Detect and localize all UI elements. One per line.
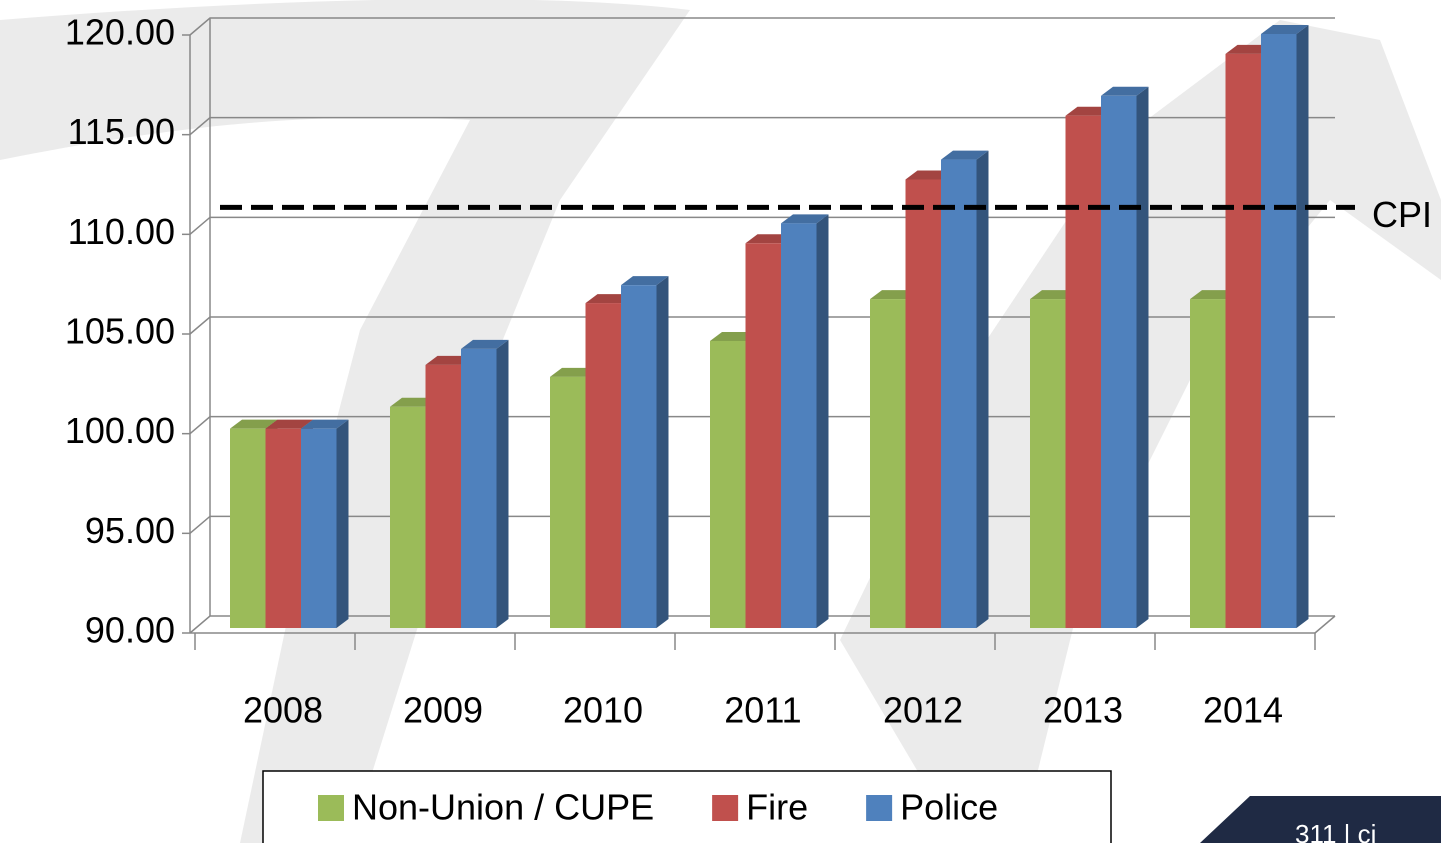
bar-side [656, 276, 669, 628]
bar [710, 340, 746, 628]
bar [425, 364, 461, 628]
y-tick-label: 105.00 [65, 311, 175, 352]
footer-text: 311 | ci [1295, 819, 1376, 843]
bar [550, 376, 586, 628]
x-tick-label: 2013 [1043, 690, 1123, 731]
x-tick-label: 2011 [724, 690, 801, 731]
bar [870, 299, 906, 628]
y-tick-label: 90.00 [85, 610, 175, 651]
bar [230, 428, 266, 628]
legend-label: Fire [746, 787, 808, 828]
bar [265, 428, 301, 628]
x-tick-label: 2008 [243, 690, 323, 731]
bar [1261, 33, 1297, 628]
y-tick-label: 115.00 [68, 111, 175, 152]
y-tick-label: 120.00 [65, 12, 175, 53]
legend-swatch [866, 795, 893, 821]
bar-side [976, 150, 989, 629]
bar [1065, 115, 1101, 629]
bar [1190, 299, 1226, 628]
bar [905, 179, 941, 628]
bar-top [621, 276, 669, 286]
reference-label: CPI [1372, 194, 1432, 235]
grid-line [189, 17, 1335, 36]
bar-top [265, 419, 313, 429]
bar [461, 348, 497, 628]
y-tick-label: 100.00 [65, 410, 175, 451]
grid-line [189, 116, 1335, 136]
bar-side [336, 419, 349, 628]
bar [585, 303, 621, 628]
legend-box [262, 770, 1112, 843]
bar-side [1296, 24, 1309, 628]
legend-swatch [318, 795, 344, 821]
axis-line [1314, 615, 1336, 634]
bar-side [1136, 86, 1149, 628]
x-tick-label: 2014 [1203, 690, 1283, 731]
bar-top [301, 419, 349, 429]
bar [390, 406, 426, 628]
bar [301, 428, 337, 628]
bar [781, 223, 817, 628]
bar [1225, 53, 1261, 629]
bar [941, 159, 977, 629]
footer-banner [1200, 796, 1441, 843]
bar-top [461, 339, 509, 349]
x-tick-label: 2009 [403, 690, 483, 731]
bar-side [496, 339, 509, 628]
bar [1030, 299, 1066, 628]
legend-label: Non-Union / CUPE [352, 787, 654, 828]
bar-top [941, 150, 989, 160]
legend-label: Police [900, 787, 998, 828]
bar [1101, 95, 1137, 628]
y-tick-label: 95.00 [85, 510, 175, 551]
bar-top [230, 419, 278, 429]
bar-top [781, 214, 829, 224]
x-tick-label: 2010 [563, 690, 643, 731]
bar-side [816, 214, 829, 628]
x-tick-label: 2012 [883, 690, 963, 731]
bar-top [1101, 86, 1149, 96]
bar [621, 285, 657, 628]
legend-swatch [712, 795, 739, 821]
bar [745, 243, 781, 628]
y-tick-label: 110.00 [68, 211, 175, 252]
bar-top [1261, 24, 1309, 34]
